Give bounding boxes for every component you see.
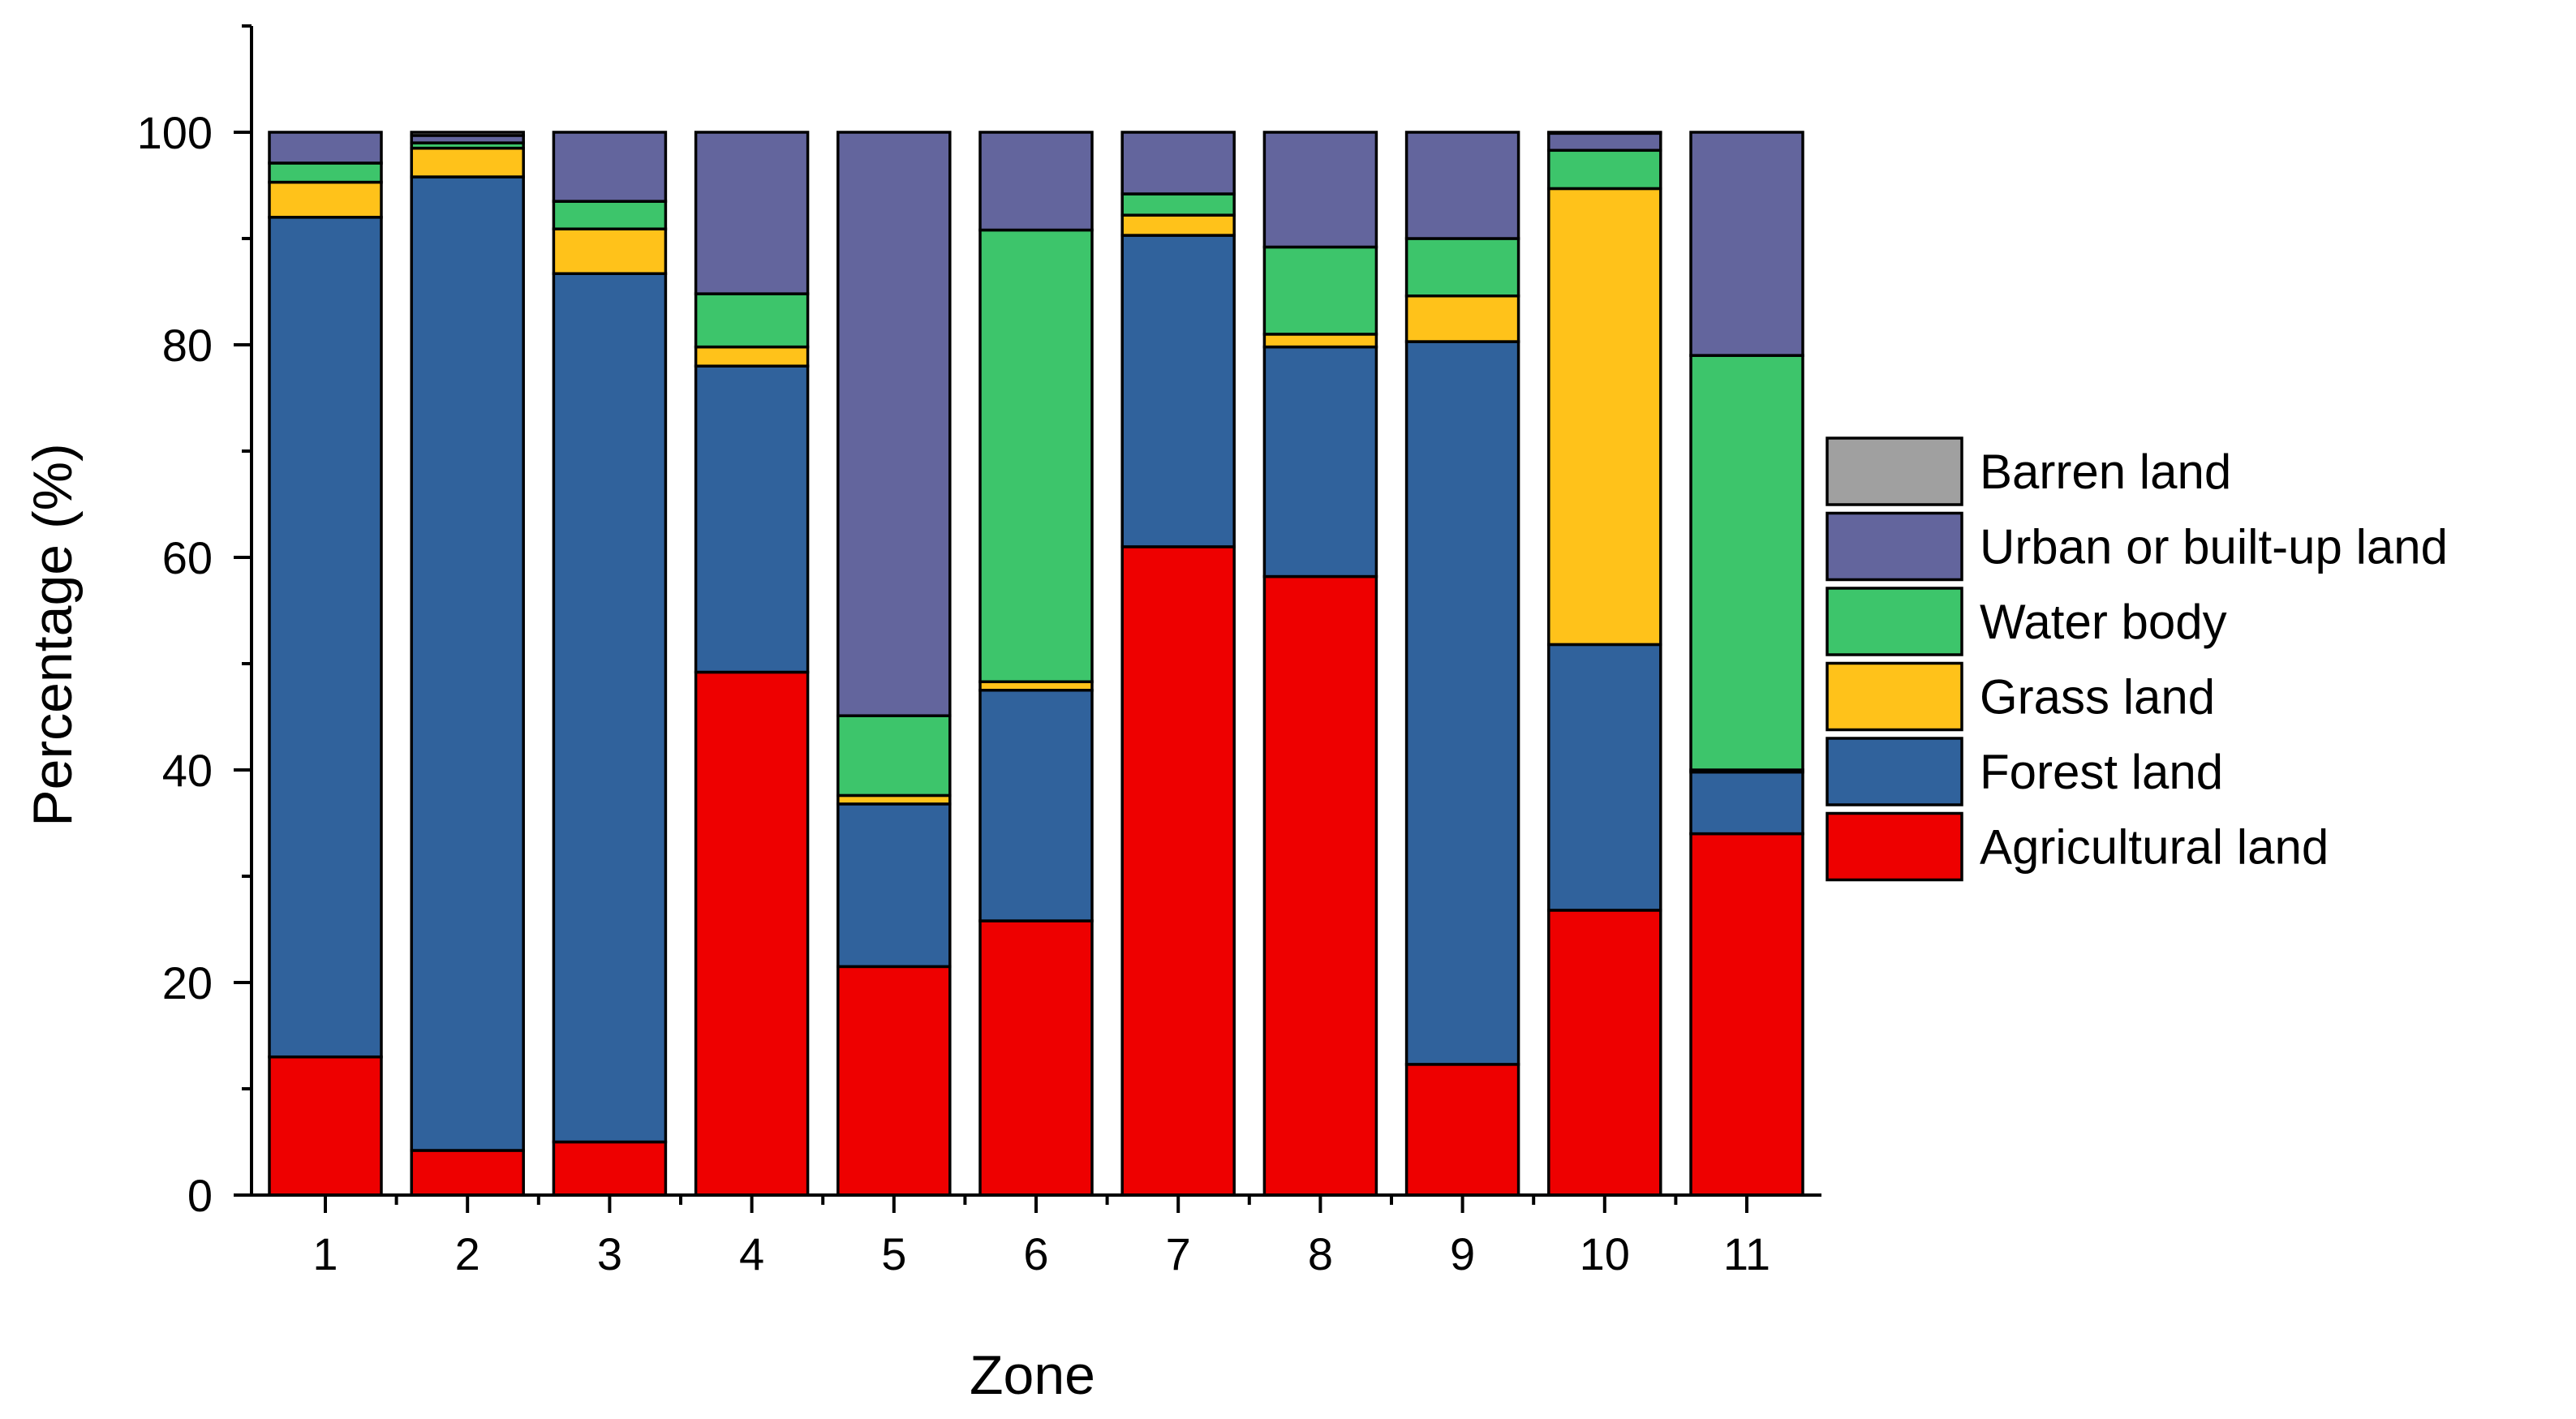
bar-segment-forest-land-zone-2 [410, 175, 525, 1152]
bar-segment-urban-or-built-up-land-zone-6 [978, 131, 1094, 232]
bar-segment-barren-land-zone-10 [1547, 131, 1662, 135]
bar-segment-urban-or-built-up-land-zone-4 [694, 131, 810, 295]
legend-label: Barren land [1980, 445, 2231, 499]
x-tick-label: 3 [597, 1228, 622, 1279]
bar-segment-forest-land-zone-1 [268, 216, 383, 1059]
bar-segment-water-body-zone-4 [694, 292, 810, 349]
legend-swatch-agricultural-land [1826, 811, 1963, 882]
legend-label: Agricultural land [1980, 820, 2329, 875]
bar-segment-water-body-zone-9 [1404, 237, 1520, 298]
bar-segment-grass-land-zone-2 [410, 146, 525, 178]
bar-segment-urban-or-built-up-land-zone-3 [552, 131, 668, 203]
y-tick-label: 100 [137, 107, 213, 158]
bar-segment-urban-or-built-up-land-zone-7 [1120, 131, 1236, 196]
x-tick-label: 5 [881, 1228, 906, 1279]
x-tick-label: 6 [1023, 1228, 1048, 1279]
bars-layer [268, 131, 1804, 1197]
legend-swatch-grass-land [1826, 661, 1963, 732]
bar-segment-agricultural-land-zone-11 [1689, 832, 1804, 1197]
bar-segment-forest-land-zone-4 [694, 364, 810, 674]
bar-segment-grass-land-zone-8 [1262, 333, 1378, 349]
legend-swatch-water-body [1826, 587, 1963, 656]
axes-layer: 0 20 40 60 80 100 1 2 3 4 5 6 7 8 9 10 11 Zone Percentage … [22, 24, 1821, 1406]
bar-segment-forest-land-zone-11 [1689, 770, 1804, 836]
bar-segment-forest-land-zone-5 [836, 802, 952, 969]
x-tick-label: 4 [739, 1228, 764, 1279]
bar-segment-urban-or-built-up-land-zone-10 [1547, 131, 1662, 153]
bar-segment-forest-land-zone-6 [978, 689, 1094, 922]
bar-segment-barren-land-zone-2 [410, 131, 525, 137]
bar-segment-urban-or-built-up-land-zone-1 [268, 131, 383, 165]
bar-segment-agricultural-land-zone-9 [1404, 1063, 1520, 1197]
bar-segment-grass-land-zone-9 [1404, 294, 1520, 343]
bar-segment-urban-or-built-up-land-zone-11 [1689, 131, 1804, 357]
x-tick-label: 1 [312, 1228, 338, 1279]
x-tick-label: 7 [1166, 1228, 1191, 1279]
bar-segment-water-body-zone-8 [1262, 245, 1378, 336]
x-tick-label: 11 [1723, 1228, 1770, 1279]
x-tick-label: 9 [1450, 1228, 1475, 1279]
bar-segment-water-body-zone-3 [552, 200, 668, 230]
x-tick-label: 10 [1580, 1228, 1630, 1279]
y-tick-label: 60 [162, 532, 213, 583]
y-axis-label: Percentage (%) [22, 443, 84, 826]
x-axis-label: Zone [970, 1344, 1095, 1406]
legend-label: Water body [1980, 595, 2227, 649]
bar-segment-grass-land-zone-3 [552, 227, 668, 275]
y-tick-label: 80 [162, 320, 213, 371]
bar-segment-agricultural-land-zone-6 [978, 919, 1094, 1197]
bar-segment-forest-land-zone-9 [1404, 340, 1520, 1066]
legend-swatch-barren-land [1826, 436, 1963, 506]
legend-swatch-forest-land [1826, 737, 1963, 806]
legend-label: Forest land [1980, 745, 2223, 799]
bar-segment-water-body-zone-6 [978, 228, 1094, 684]
x-tick-label: 2 [455, 1228, 480, 1279]
bar-segment-water-body-zone-11 [1689, 354, 1804, 772]
legend: Barren land Urban or built-up land Water b… [1826, 436, 2448, 882]
y-tick-label: 20 [162, 957, 213, 1008]
bar-segment-agricultural-land-zone-1 [268, 1055, 383, 1197]
bar-segment-water-body-zone-5 [836, 714, 952, 798]
bar-segment-grass-land-zone-1 [268, 180, 383, 219]
bar-segment-agricultural-land-zone-7 [1120, 545, 1236, 1197]
bar-segment-urban-or-built-up-land-zone-9 [1404, 131, 1520, 240]
y-tick-label: 40 [162, 745, 213, 796]
bar-segment-grass-land-zone-7 [1120, 213, 1236, 237]
bar-segment-water-body-zone-10 [1547, 148, 1662, 191]
bar-segment-forest-land-zone-10 [1547, 643, 1662, 912]
bar-segment-grass-land-zone-10 [1547, 187, 1662, 647]
bar-segment-agricultural-land-zone-4 [694, 670, 810, 1197]
bar-segment-water-body-zone-1 [268, 161, 383, 184]
legend-label: Grass land [1980, 670, 2215, 725]
bar-segment-agricultural-land-zone-2 [410, 1149, 525, 1197]
x-tick-label: 8 [1308, 1228, 1333, 1279]
bar-segment-forest-land-zone-7 [1120, 234, 1236, 548]
y-tick-label: 0 [187, 1170, 213, 1221]
bar-segment-agricultural-land-zone-8 [1262, 574, 1378, 1197]
bar-segment-agricultural-land-zone-3 [552, 1140, 668, 1197]
bar-segment-urban-or-built-up-land-zone-8 [1262, 131, 1378, 249]
bar-segment-agricultural-land-zone-10 [1547, 909, 1662, 1197]
bar-segment-urban-or-built-up-land-zone-5 [836, 131, 952, 717]
legend-label: Urban or built-up land [1980, 520, 2448, 574]
bar-segment-grass-land-zone-4 [694, 345, 810, 368]
bar-segment-agricultural-land-zone-5 [836, 965, 952, 1197]
legend-swatch-urban-or-built-up-land [1826, 511, 1963, 582]
bar-segment-water-body-zone-7 [1120, 192, 1236, 217]
bar-segment-forest-land-zone-3 [552, 272, 668, 1144]
bar-segment-forest-land-zone-8 [1262, 345, 1378, 578]
